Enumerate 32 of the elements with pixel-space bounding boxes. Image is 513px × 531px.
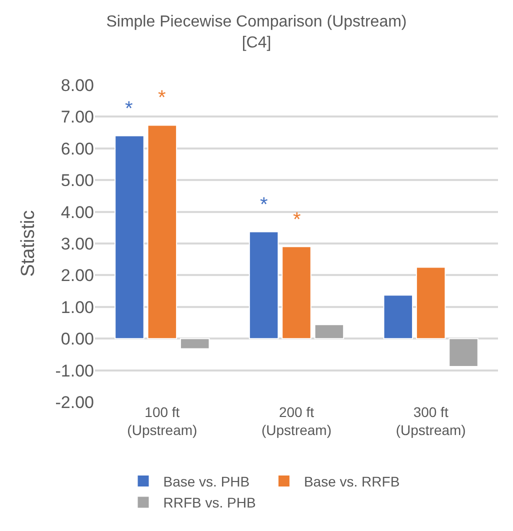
y-axis-title: Statistic (18, 210, 40, 277)
bar (180, 338, 210, 350)
bar (416, 266, 446, 340)
y-tick-label: 6.00 (60, 139, 94, 158)
annotation: * (260, 194, 268, 216)
y-tick-label: 4.00 (60, 202, 94, 222)
legend-label: Base vs. PHB (163, 473, 250, 490)
annotation: * (125, 98, 133, 120)
bar (383, 294, 414, 340)
bar (448, 338, 478, 367)
y-tick-label: 5.00 (60, 171, 94, 190)
annotation: * (293, 209, 301, 231)
y-tick-label: -1.00 (55, 361, 94, 380)
legend-label: RRFB vs. PHB (163, 494, 256, 511)
bar (114, 135, 144, 340)
bar (314, 324, 344, 340)
chart-title: Simple Piecewise Comparison (Upstream) [C4] (106, 14, 407, 52)
y-tick-label: 1.00 (60, 298, 94, 317)
y-tick-label: 7.00 (60, 108, 94, 127)
x-tick-label: 300 ft (Upstream) (396, 404, 466, 438)
bar (248, 231, 279, 340)
y-tick-label: 8.00 (60, 76, 94, 95)
y-tick-label: 0.00 (60, 330, 94, 349)
annotation: * (158, 87, 166, 109)
y-tick-label: 2.00 (60, 266, 94, 286)
bar (282, 246, 312, 340)
legend-label: Base vs. RRFB (304, 473, 400, 490)
x-tick-label: 200 ft (Upstream) (261, 404, 332, 438)
x-tick-label: 100 ft (Upstream) (127, 404, 198, 438)
y-tick-label: -2.00 (55, 392, 94, 412)
bar (147, 124, 178, 340)
y-tick-label: 3.00 (60, 234, 94, 254)
